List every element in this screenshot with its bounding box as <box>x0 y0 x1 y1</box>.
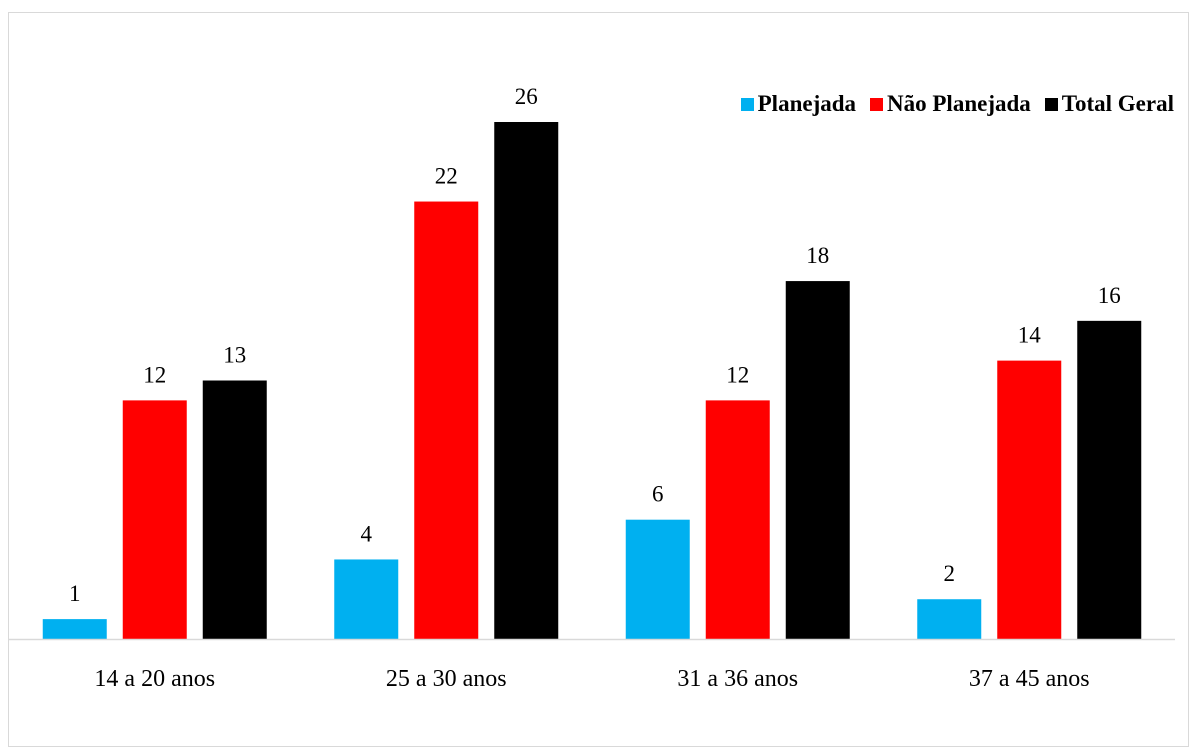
data-label-planejada-14-a-20-anos: 1 <box>69 581 81 606</box>
legend-label-total-geral: Total Geral <box>1061 91 1174 116</box>
x-tick-label-31-a-36-anos: 31 a 36 anos <box>677 666 798 692</box>
data-label-planejada-37-a-45-anos: 2 <box>944 561 956 586</box>
x-tick-label-14-a-20-anos: 14 a 20 anos <box>94 666 215 692</box>
data-label-total-geral-25-a-30-anos: 26 <box>515 84 538 109</box>
bar-total-geral-31-a-36-anos <box>785 281 850 639</box>
data-label-nao-planejada-14-a-20-anos: 12 <box>143 362 166 387</box>
legend-label-nao-planejada: Não Planejada <box>887 91 1031 116</box>
legend-item-total-geral: Total Geral <box>1044 91 1174 117</box>
bar-planejada-37-a-45-anos <box>917 599 982 639</box>
bar-total-geral-37-a-45-anos <box>1077 320 1142 639</box>
x-tick-label-25-a-30-anos: 25 a 30 anos <box>386 666 507 692</box>
bar-nao-planejada-31-a-36-anos <box>705 400 770 639</box>
data-label-nao-planejada-37-a-45-anos: 14 <box>1018 323 1042 348</box>
data-label-planejada-25-a-30-anos: 4 <box>361 521 373 546</box>
data-label-total-geral-37-a-45-anos: 16 <box>1098 283 1121 308</box>
data-label-nao-planejada-31-a-36-anos: 12 <box>726 362 749 387</box>
data-labels-group: 1 12 13 4 22 26 6 12 18 2 14 16 <box>69 84 1121 606</box>
legend-label-planejada: Planejada <box>757 91 857 116</box>
bar-total-geral-25-a-30-anos <box>494 122 559 639</box>
legend: Planejada Não Planejada Total Geral <box>727 91 1174 117</box>
bar-chart: 1 12 13 4 22 26 6 12 18 2 14 16 14 a 20 anos 25 a 30… <box>9 84 1175 692</box>
bar-nao-planejada-37-a-45-anos <box>997 360 1062 639</box>
bars-group <box>42 122 1142 640</box>
x-tick-labels-group: 14 a 20 anos 25 a 30 anos 31 a 36 anos 37 a… <box>94 666 1089 692</box>
legend-swatch-total-geral <box>1044 97 1058 111</box>
data-label-nao-planejada-25-a-30-anos: 22 <box>435 164 458 189</box>
bar-nao-planejada-25-a-30-anos <box>414 201 479 640</box>
bar-planejada-31-a-36-anos <box>625 519 690 639</box>
bar-total-geral-14-a-20-anos <box>202 380 267 639</box>
data-label-total-geral-31-a-36-anos: 18 <box>806 243 829 268</box>
bar-nao-planejada-14-a-20-anos <box>122 400 187 639</box>
data-label-planejada-31-a-36-anos: 6 <box>652 482 664 507</box>
x-tick-label-37-a-45-anos: 37 a 45 anos <box>969 666 1090 692</box>
data-label-total-geral-14-a-20-anos: 13 <box>223 343 246 368</box>
chart-frame: 1 12 13 4 22 26 6 12 18 2 14 16 14 a 20 anos 25 a 30… <box>8 12 1189 747</box>
bar-planejada-14-a-20-anos <box>42 619 107 639</box>
legend-swatch-planejada <box>740 97 754 111</box>
legend-item-nao-planejada: Não Planejada <box>870 91 1031 117</box>
legend-swatch-nao-planejada <box>870 97 884 111</box>
legend-item-planejada: Planejada <box>740 91 857 117</box>
bar-planejada-25-a-30-anos <box>334 559 399 639</box>
